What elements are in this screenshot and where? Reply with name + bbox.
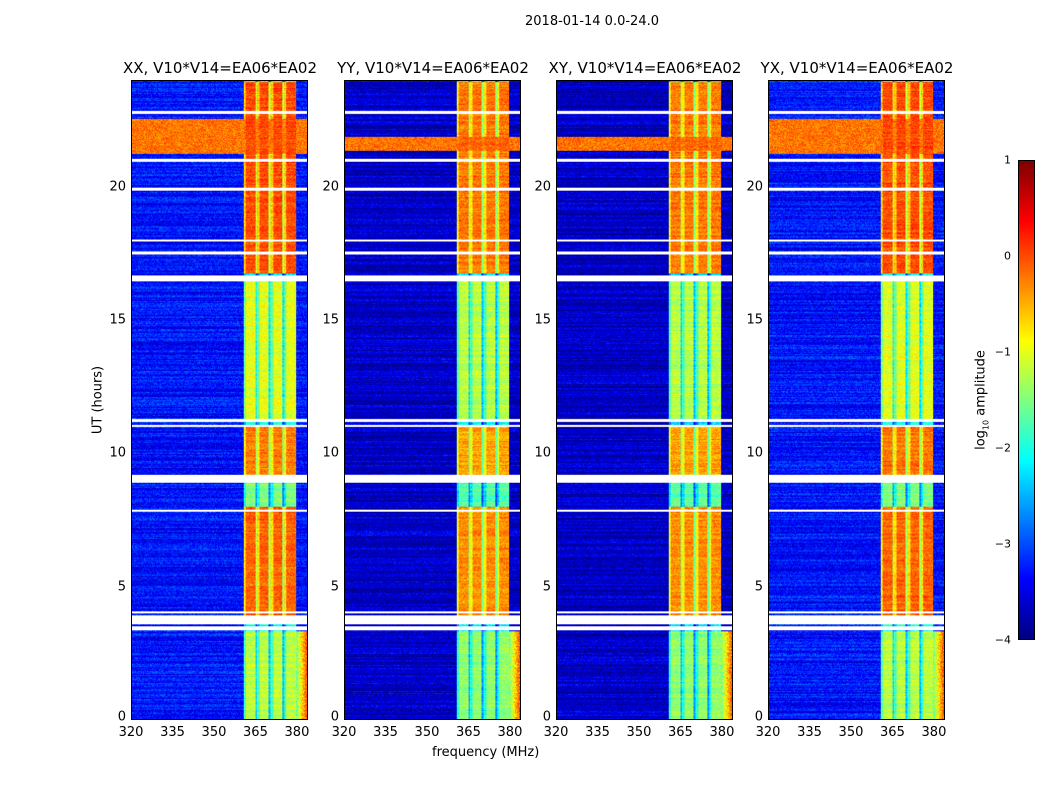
- colorbar-tick-label: −2: [994, 441, 1011, 455]
- colorbar-tick-label: −3: [994, 537, 1011, 551]
- y-tick-label: 10: [746, 445, 763, 461]
- y-tick-label: 10: [322, 445, 339, 461]
- x-tick-label: 335: [373, 725, 398, 740]
- x-axis-label: frequency (MHz): [432, 745, 540, 760]
- x-tick-label: 335: [160, 725, 185, 740]
- y-tick-label: 10: [109, 445, 126, 461]
- x-tick-label: 350: [414, 725, 440, 740]
- y-tick-label: 10: [534, 445, 551, 461]
- colorbar: [1018, 160, 1035, 640]
- x-tick-label: 350: [201, 725, 227, 740]
- colorbar-tick-label: 1: [1004, 153, 1011, 167]
- x-tick-label: 365: [880, 725, 905, 740]
- y-tick-label: 20: [109, 179, 126, 195]
- y-tick-label: 20: [322, 179, 339, 195]
- y-tick-label: 20: [534, 179, 551, 195]
- y-tick-label: 20: [746, 179, 763, 195]
- heatmap-yy: [345, 81, 520, 719]
- heatmap-yx: [769, 81, 944, 719]
- y-tick-label: 15: [322, 312, 339, 328]
- spectrogram-xx: [131, 80, 308, 720]
- y-tick-label: 15: [109, 312, 126, 328]
- x-tick-label: 380: [497, 725, 523, 740]
- colorbar-tick-label: −4: [994, 633, 1011, 647]
- figure-title: 2018-01-14 0.0-24.0: [525, 14, 659, 29]
- y-axis-label: UT (hours): [90, 365, 106, 435]
- x-tick-label: 320: [331, 725, 357, 740]
- x-tick-label: 380: [284, 725, 310, 740]
- spectrogram-xy: [556, 80, 733, 720]
- y-tick-label: 0: [542, 709, 551, 725]
- x-tick-label: 380: [709, 725, 735, 740]
- spectrogram-yy: [344, 80, 521, 720]
- panel-title-yy: YY, V10*V14=EA06*EA02: [337, 59, 529, 77]
- x-tick-label: 365: [668, 725, 693, 740]
- x-tick-label: 335: [585, 725, 610, 740]
- colorbar-label: log10 amplitude: [973, 350, 991, 450]
- colorbar-tick-label: −1: [994, 345, 1011, 359]
- panel-title-xy: XY, V10*V14=EA06*EA02: [548, 59, 742, 77]
- y-tick-label: 5: [117, 579, 126, 595]
- x-tick-label: 335: [797, 725, 822, 740]
- x-tick-label: 350: [838, 725, 864, 740]
- x-tick-label: 320: [118, 725, 144, 740]
- heatmap-xy: [557, 81, 732, 719]
- y-tick-label: 15: [534, 312, 551, 328]
- x-tick-label: 350: [626, 725, 652, 740]
- y-tick-label: 5: [754, 579, 763, 595]
- y-tick-label: 15: [746, 312, 763, 328]
- x-tick-label: 320: [543, 725, 569, 740]
- y-tick-label: 5: [330, 579, 339, 595]
- colorbar-gradient: [1019, 161, 1034, 639]
- y-tick-label: 5: [542, 579, 551, 595]
- colorbar-tick-label: 0: [1004, 249, 1011, 263]
- x-tick-label: 365: [456, 725, 481, 740]
- heatmap-xx: [132, 81, 307, 719]
- y-tick-label: 0: [330, 709, 339, 725]
- y-tick-label: 0: [117, 709, 126, 725]
- x-tick-label: 365: [243, 725, 268, 740]
- x-tick-label: 380: [921, 725, 947, 740]
- spectrogram-yx: [768, 80, 945, 720]
- panel-title-yx: YX, V10*V14=EA06*EA02: [760, 59, 954, 77]
- y-tick-label: 0: [754, 709, 763, 725]
- x-tick-label: 320: [755, 725, 781, 740]
- panel-title-xx: XX, V10*V14=EA06*EA02: [122, 59, 318, 77]
